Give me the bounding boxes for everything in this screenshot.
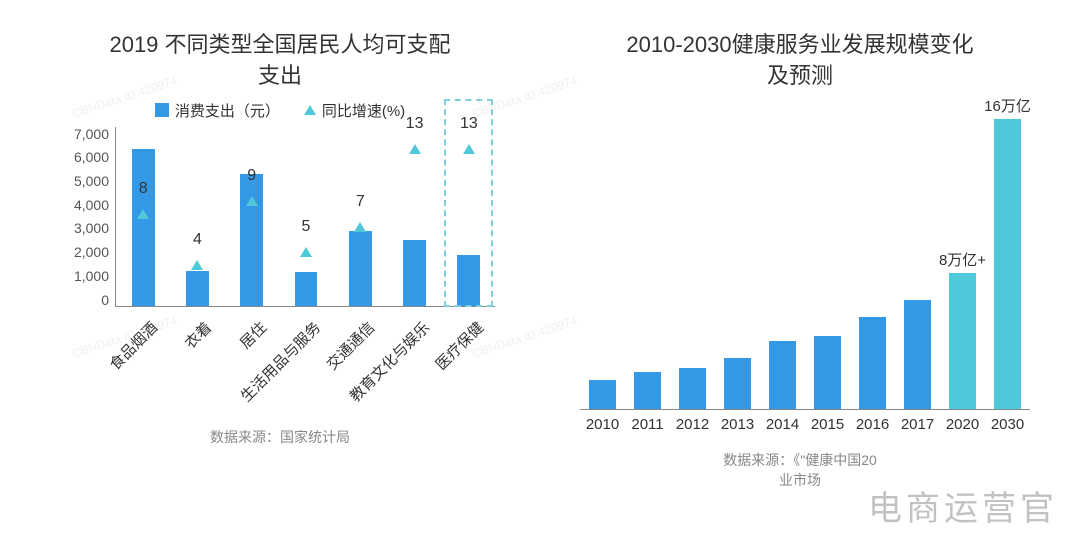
bar [904, 300, 932, 409]
right-chart-panel: 2010-2030健康服务业发展规模变化 及预测 201020112012201… [540, 30, 1060, 518]
growth-marker [300, 247, 312, 257]
legend-marker-swatch [304, 105, 316, 115]
growth-marker [246, 196, 258, 206]
x-category-label: 2010 [586, 416, 619, 433]
left-legend: 消费支出（元） 同比增速(%) [155, 100, 405, 121]
y-tick-label: 1,000 [65, 269, 109, 283]
bar [724, 358, 752, 409]
growth-marker [354, 222, 366, 232]
legend-bar-label: 消费支出（元） [175, 100, 280, 121]
x-category-label: 居住 [234, 317, 270, 353]
left-chart-panel: 2019 不同类型全国居民人均可支配 支出 消费支出（元） 同比增速(%) 7,… [20, 30, 540, 518]
x-category-label: 2013 [721, 416, 754, 433]
bar [634, 372, 662, 408]
left-y-axis: 7,000 6,000 5,000 4,000 3,000 2,000 1,000 0 [65, 127, 109, 307]
bar-value-label: 8万亿+ [939, 249, 986, 270]
growth-label: 4 [193, 231, 202, 249]
bar [240, 174, 263, 305]
bar [295, 272, 318, 305]
left-chart-title: 2019 不同类型全国居民人均可支配 支出 [109, 30, 450, 92]
growth-label: 5 [302, 218, 311, 236]
right-plot-area: 201020112012201320142015201620178万亿+2020… [570, 120, 1030, 410]
bar [132, 149, 155, 306]
bar [994, 119, 1022, 409]
left-source: 数据来源：国家统计局 [210, 427, 350, 447]
y-tick-label: 0 [65, 293, 109, 307]
x-category-label: 医疗保健 [430, 317, 487, 374]
bar [769, 341, 797, 409]
bar [589, 380, 617, 409]
x-category-label: 2030 [991, 416, 1024, 433]
x-category-label: 2017 [901, 416, 934, 433]
legend-marker: 同比增速(%) [304, 100, 405, 121]
bar [859, 317, 887, 409]
bar [679, 368, 707, 409]
growth-marker [463, 144, 475, 154]
y-tick-label: 7,000 [65, 127, 109, 141]
legend-bar: 消费支出（元） [155, 100, 280, 121]
x-category-label: 2012 [676, 416, 709, 433]
right-bars-area: 201020112012201320142015201620178万亿+2020… [580, 120, 1030, 410]
y-tick-label: 5,000 [65, 174, 109, 188]
x-category-label: 2014 [766, 416, 799, 433]
growth-label: 13 [460, 115, 478, 133]
x-category-label: 2020 [946, 416, 979, 433]
charts-container: 2019 不同类型全国居民人均可支配 支出 消费支出（元） 同比增速(%) 7,… [0, 0, 1080, 538]
bar [949, 273, 977, 408]
legend-marker-label: 同比增速(%) [322, 100, 405, 121]
bar-value-label: 16万亿 [984, 95, 1031, 116]
y-tick-label: 4,000 [65, 198, 109, 212]
growth-label: 7 [356, 193, 365, 211]
bar [403, 240, 426, 306]
y-tick-label: 3,000 [65, 221, 109, 235]
bar [349, 231, 372, 306]
growth-marker [191, 260, 203, 270]
x-category-label: 食品烟酒 [105, 317, 162, 374]
left-bars-area: 8食品烟酒4衣着9居住5生活用品与服务7交通通信13教育文化与娱乐13医疗保健 [115, 127, 495, 307]
x-category-label: 衣着 [180, 317, 216, 353]
bar [814, 336, 842, 409]
bar [457, 255, 480, 305]
x-category-label: 2015 [811, 416, 844, 433]
bar [186, 271, 209, 306]
y-tick-label: 2,000 [65, 245, 109, 259]
y-tick-label: 6,000 [65, 150, 109, 164]
growth-label: 9 [247, 167, 256, 185]
growth-label: 8 [139, 180, 148, 198]
growth-marker [137, 209, 149, 219]
growth-label: 13 [406, 115, 424, 133]
left-plot-area: 7,000 6,000 5,000 4,000 3,000 2,000 1,000 0 8食品烟… [65, 127, 495, 307]
right-chart-title: 2010-2030健康服务业发展规模变化 及预测 [626, 30, 973, 92]
x-category-label: 2011 [631, 416, 663, 433]
growth-marker [409, 144, 421, 154]
right-source: 数据来源：《"健康中国20 业市场 [723, 450, 877, 490]
legend-bar-swatch [155, 103, 169, 117]
x-category-label: 2016 [856, 416, 889, 433]
